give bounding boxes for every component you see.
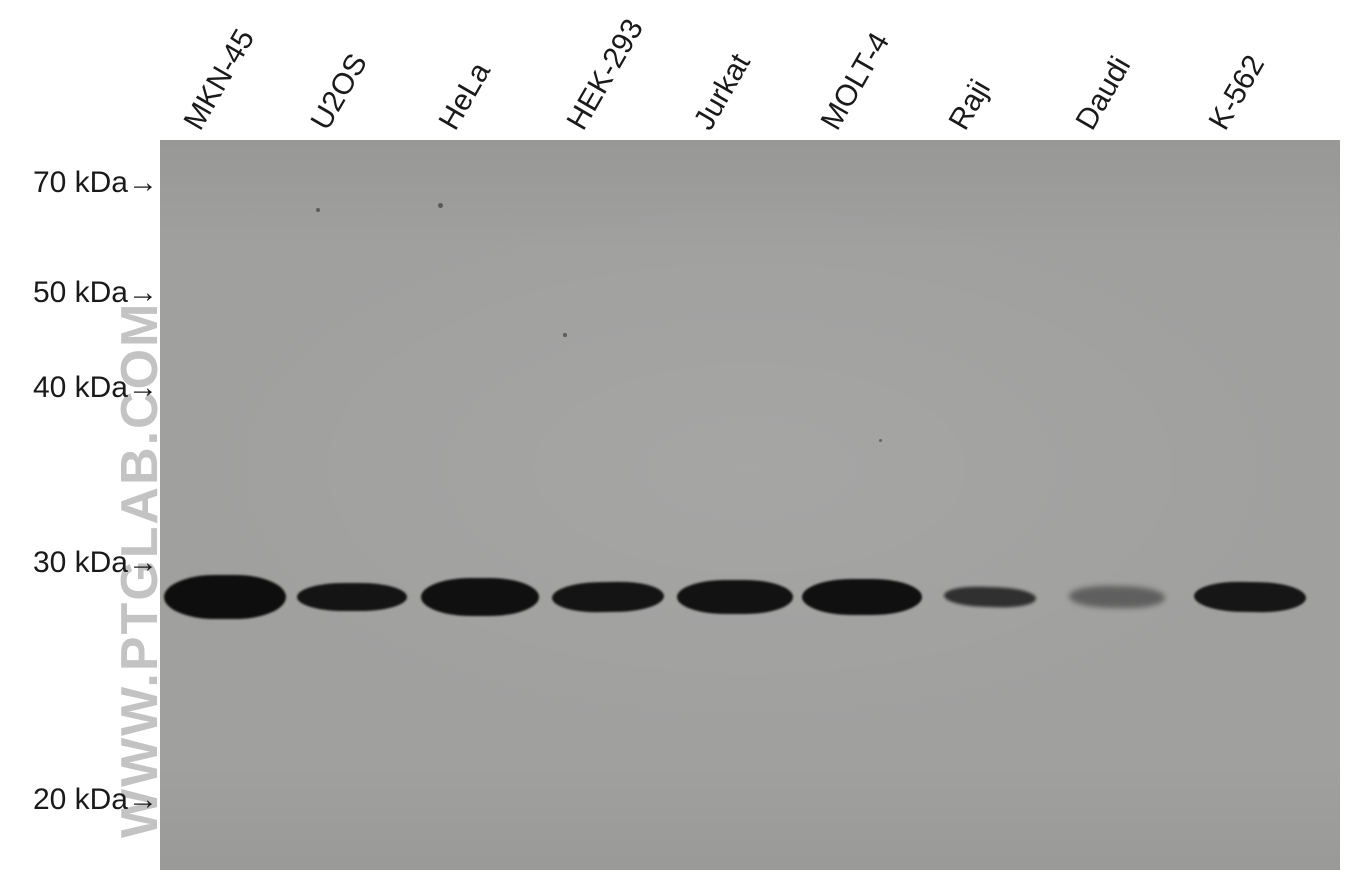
arrow-icon: → (128, 166, 158, 200)
lane-label: Jurkat (688, 48, 758, 136)
band (421, 578, 539, 616)
speckle (316, 208, 320, 212)
arrow-icon: → (128, 783, 158, 817)
lane-label: HEK-293 (561, 14, 651, 136)
figure-canvas: WWW.PTGLAB.COM MKN-45U2OSHeLaHEK-293Jurk… (0, 0, 1360, 880)
marker-value: 30 kDa (33, 546, 128, 579)
marker-label: 50 kDa→ (33, 276, 158, 310)
marker-label: 70 kDa→ (33, 166, 158, 200)
marker-label: 40 kDa→ (33, 371, 158, 405)
lane-label: Raji (943, 74, 998, 136)
lane-label: Daudi (1070, 51, 1139, 136)
speckle (438, 203, 443, 208)
marker-label: 20 kDa→ (33, 783, 158, 817)
marker-label: 30 kDa→ (33, 546, 158, 580)
blot-area (160, 140, 1340, 870)
speckle (563, 333, 567, 337)
band (164, 575, 286, 619)
arrow-icon: → (128, 371, 158, 405)
speckle (879, 439, 882, 442)
lane-label: HeLa (433, 57, 498, 136)
arrow-icon: → (128, 276, 158, 310)
marker-value: 70 kDa (33, 166, 128, 199)
marker-value: 20 kDa (33, 783, 128, 816)
band (297, 583, 407, 611)
band (677, 580, 793, 614)
marker-value: 50 kDa (33, 276, 128, 309)
marker-value: 40 kDa (33, 371, 128, 404)
lane-label: MKN-45 (178, 24, 262, 136)
arrow-icon: → (128, 546, 158, 580)
lane-label: MOLT-4 (815, 27, 898, 136)
band (802, 579, 922, 615)
lane-label: K-562 (1203, 50, 1272, 136)
lane-label: U2OS (305, 48, 375, 136)
